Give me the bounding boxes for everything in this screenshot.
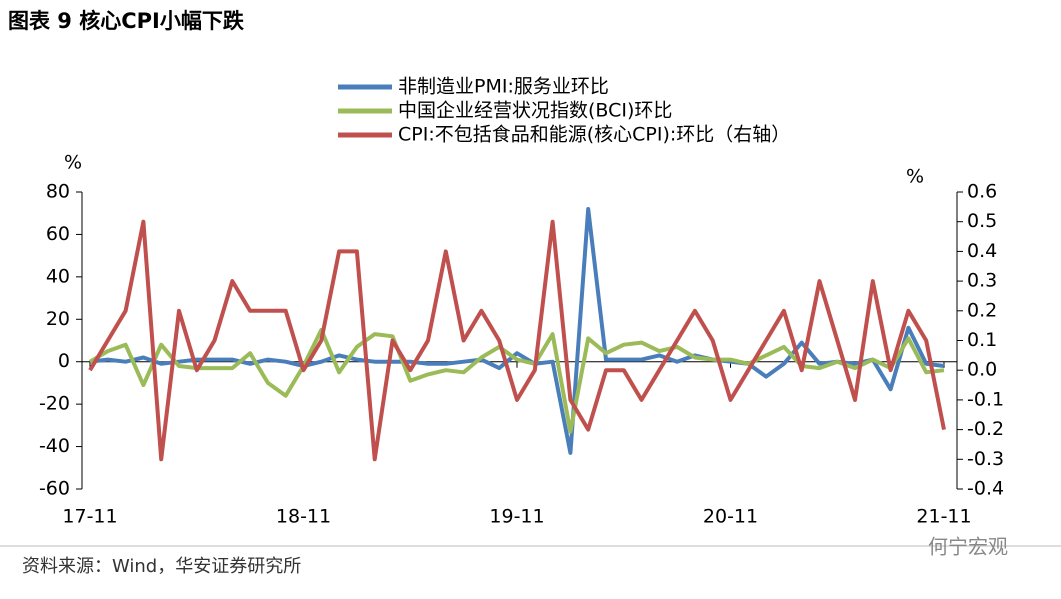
x-tick-label: 18-11 bbox=[276, 506, 331, 528]
y-tick-label: 20 bbox=[46, 308, 70, 330]
y2-tick-label: -0.3 bbox=[967, 448, 1004, 470]
x-tick-label: 19-11 bbox=[489, 506, 544, 528]
y2-tick-label: 0.0 bbox=[967, 359, 997, 381]
source: 资料来源：Wind，华安证券研究所 bbox=[22, 556, 301, 577]
y2-tick-label: 0.2 bbox=[967, 299, 997, 321]
x-tick-label: 21-11 bbox=[916, 506, 971, 528]
y-axis-label: % bbox=[64, 152, 82, 174]
chart-title: 图表 9 核心CPI小幅下跌 bbox=[8, 9, 245, 33]
y-tick-label: 80 bbox=[46, 181, 70, 203]
y-tick-label: -40 bbox=[39, 435, 70, 457]
series-line bbox=[88, 219, 946, 462]
y-tick-label: -60 bbox=[39, 478, 70, 500]
y2-tick-label: 0.4 bbox=[967, 240, 997, 262]
y2-tick-label: 0.3 bbox=[967, 270, 997, 292]
x-tick-label: 17-11 bbox=[62, 506, 117, 528]
y2-tick-label: -0.2 bbox=[967, 418, 1004, 440]
watermark: 何宁宏观 bbox=[928, 535, 1008, 559]
legend-label: 中国企业经营状况指数(BCI)环比 bbox=[398, 100, 672, 122]
y2-tick-label: -0.1 bbox=[967, 388, 1004, 410]
series-line bbox=[89, 207, 945, 455]
y2-tick-label: 0.5 bbox=[967, 210, 997, 232]
y-tick-label: 60 bbox=[46, 223, 70, 245]
y-tick-label: -20 bbox=[39, 393, 70, 415]
y2-tick-label: -0.4 bbox=[967, 478, 1004, 500]
y2-tick-label: 0.1 bbox=[967, 329, 997, 351]
y-tick-label: 0 bbox=[58, 350, 70, 372]
x-tick-label: 20-11 bbox=[703, 506, 758, 528]
y-tick-label: 40 bbox=[46, 265, 70, 287]
y2-axis-label: % bbox=[906, 166, 924, 188]
legend-label: CPI:不包括食品和能源(核心CPI):环比（右轴） bbox=[398, 124, 790, 146]
series-line bbox=[88, 327, 945, 434]
legend-label: 非制造业PMI:服务业环比 bbox=[398, 76, 609, 98]
y2-tick-label: 0.6 bbox=[967, 181, 997, 203]
